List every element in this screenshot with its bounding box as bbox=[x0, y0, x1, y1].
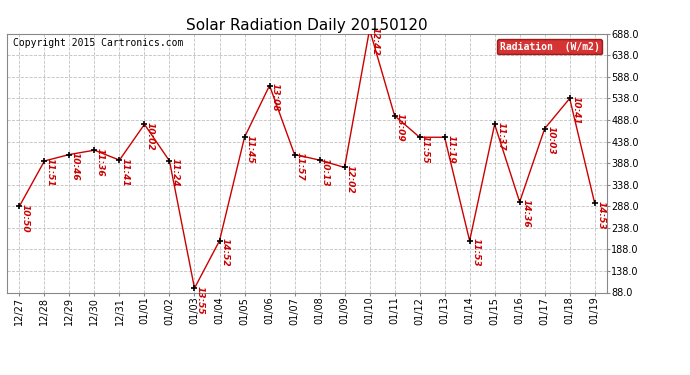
Text: 10:46: 10:46 bbox=[71, 152, 80, 180]
Text: 11:45: 11:45 bbox=[246, 135, 255, 163]
Text: 12:42: 12:42 bbox=[371, 27, 380, 56]
Text: 10:02: 10:02 bbox=[146, 122, 155, 150]
Text: 11:57: 11:57 bbox=[296, 152, 305, 180]
Title: Solar Radiation Daily 20150120: Solar Radiation Daily 20150120 bbox=[186, 18, 428, 33]
Legend: Radiation  (W/m2): Radiation (W/m2) bbox=[497, 39, 602, 54]
Text: 11:55: 11:55 bbox=[421, 135, 430, 163]
Text: 11:51: 11:51 bbox=[46, 158, 55, 187]
Text: 13:55: 13:55 bbox=[196, 286, 205, 314]
Text: 12:02: 12:02 bbox=[346, 165, 355, 194]
Text: 13:08: 13:08 bbox=[271, 83, 280, 111]
Text: 10:50: 10:50 bbox=[21, 204, 30, 232]
Text: 14:52: 14:52 bbox=[221, 238, 230, 267]
Text: 14:53: 14:53 bbox=[596, 201, 605, 229]
Text: 10:13: 10:13 bbox=[321, 158, 330, 186]
Text: 11:19: 11:19 bbox=[446, 135, 455, 163]
Text: 11:41: 11:41 bbox=[121, 158, 130, 186]
Text: Copyright 2015 Cartronics.com: Copyright 2015 Cartronics.com bbox=[13, 38, 184, 48]
Text: 14:36: 14:36 bbox=[521, 200, 530, 228]
Text: 10:03: 10:03 bbox=[546, 126, 555, 154]
Text: 11:24: 11:24 bbox=[171, 158, 180, 187]
Text: 11:37: 11:37 bbox=[496, 122, 505, 150]
Text: 11:36: 11:36 bbox=[96, 148, 105, 176]
Text: 11:53: 11:53 bbox=[471, 238, 480, 267]
Text: 10:41: 10:41 bbox=[571, 96, 580, 124]
Text: 13:09: 13:09 bbox=[396, 113, 405, 142]
